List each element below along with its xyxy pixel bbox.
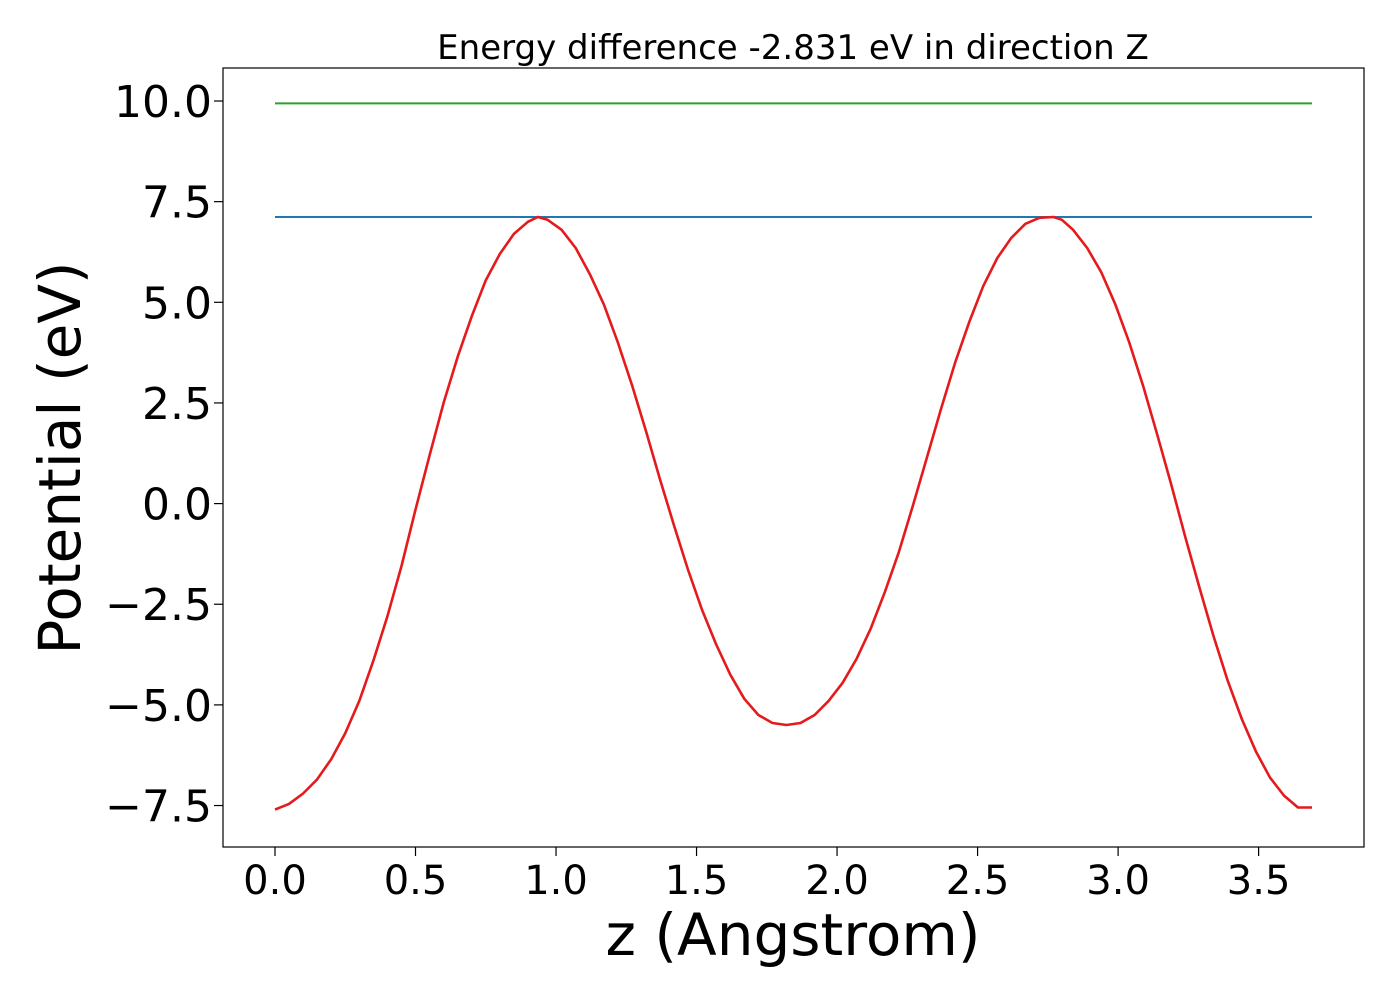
plot-frame — [222, 67, 1365, 848]
y-tick-label: −5.0 — [105, 681, 212, 732]
x-axis: 0.0 0.5 1.0 1.5 2.0 2.5 3.0 3.5 — [243, 847, 1290, 904]
x-tick-label: 0.0 — [243, 858, 307, 904]
y-tick-label: 2.5 — [142, 379, 212, 430]
x-tick-label: 3.0 — [1086, 858, 1150, 904]
x-axis-label: z (Angstrom) — [606, 901, 981, 969]
x-tick-label: 2.0 — [805, 858, 869, 904]
x-tick-label: 3.5 — [1227, 858, 1291, 904]
x-tick-label: 0.5 — [384, 858, 448, 904]
x-tick-label: 1.0 — [524, 858, 588, 904]
y-tick-label: 10.0 — [114, 77, 212, 128]
y-tick-label: −7.5 — [105, 782, 212, 833]
y-axis-label: Potential (eV) — [26, 261, 94, 654]
series-line-3 — [274, 215, 1312, 811]
y-tick-label: 7.5 — [142, 178, 212, 229]
y-tick-label: −2.5 — [105, 580, 212, 631]
x-tick-label: 2.5 — [946, 858, 1010, 904]
series-layer — [274, 102, 1312, 811]
chart-title: Energy difference -2.831 eV in direction… — [437, 28, 1149, 68]
y-tick-label: 0.0 — [142, 480, 212, 531]
y-axis: 10.0 7.5 5.0 2.5 0.0 −2.5 −5.0 −7.5 — [105, 77, 223, 833]
x-tick-label: 1.5 — [665, 858, 729, 904]
y-tick-label: 5.0 — [142, 278, 212, 329]
